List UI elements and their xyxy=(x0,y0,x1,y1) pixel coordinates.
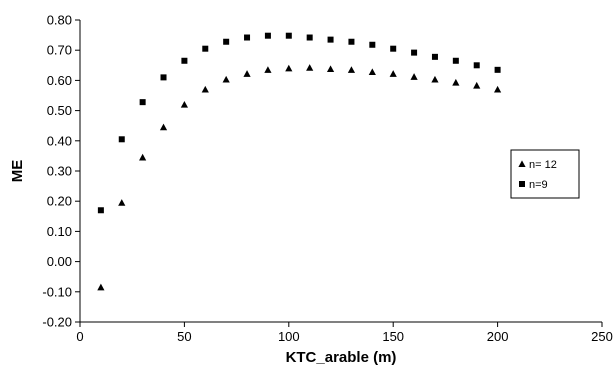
data-point xyxy=(473,62,480,69)
y-axis-title: ME xyxy=(9,160,26,183)
data-point xyxy=(326,65,335,72)
y-tick-label: 0.50 xyxy=(47,103,72,118)
data-point xyxy=(473,81,481,89)
data-point xyxy=(201,85,209,93)
data-point xyxy=(223,38,230,45)
data-point xyxy=(494,85,502,93)
y-tick-label: -0.20 xyxy=(42,315,72,330)
data-point xyxy=(139,99,146,106)
y-tick-label: 0.60 xyxy=(47,73,72,88)
x-tick-label: 150 xyxy=(382,329,404,344)
data-point xyxy=(347,66,356,73)
y-tick-label: 0.80 xyxy=(47,13,72,28)
data-point xyxy=(411,49,418,56)
data-point xyxy=(410,73,418,80)
x-ticks: 0 50 100 150 200 250 xyxy=(76,322,613,344)
legend-marker xyxy=(518,160,526,168)
data-point xyxy=(306,64,314,71)
data-point xyxy=(160,74,167,81)
y-tick-label: 0.00 xyxy=(47,254,72,269)
data-point xyxy=(494,66,501,73)
data-point xyxy=(285,64,293,72)
legend-label: n= 12 xyxy=(529,159,557,171)
y-tick-label: 0.40 xyxy=(47,133,72,148)
data-point xyxy=(159,123,168,131)
data-point xyxy=(431,53,438,60)
series-layer xyxy=(97,32,502,291)
data-point xyxy=(390,45,397,52)
x-axis-title: KTC_arable (m) xyxy=(286,349,397,366)
data-point xyxy=(431,75,439,83)
x-tick-label: 200 xyxy=(487,329,509,344)
x-tick-label: 0 xyxy=(76,329,83,344)
data-point xyxy=(244,34,251,41)
data-point xyxy=(181,57,188,64)
data-point xyxy=(306,34,313,41)
data-point xyxy=(243,70,251,77)
data-point xyxy=(264,66,272,73)
y-tick-label: 0.70 xyxy=(47,43,72,58)
series-1 xyxy=(97,64,502,291)
data-point xyxy=(139,153,147,161)
legend-label: n=9 xyxy=(529,179,548,191)
y-tick-label: 0.20 xyxy=(47,194,72,209)
data-point xyxy=(118,199,126,206)
data-point xyxy=(285,32,292,39)
data-point xyxy=(264,32,271,39)
x-tick-label: 250 xyxy=(591,329,613,344)
data-point xyxy=(97,283,105,291)
legend-box xyxy=(510,149,580,199)
data-point xyxy=(180,100,188,108)
legend: n= 12 n=9 xyxy=(510,149,580,199)
data-point xyxy=(452,78,460,86)
data-point xyxy=(389,70,397,77)
data-point xyxy=(452,57,459,64)
series-2 xyxy=(97,32,501,214)
legend-marker xyxy=(519,181,525,187)
y-tick-label: 0.10 xyxy=(47,224,72,239)
data-point xyxy=(202,45,209,52)
data-point xyxy=(368,68,376,76)
x-tick-label: 50 xyxy=(177,329,191,344)
data-point xyxy=(327,36,334,43)
x-tick-label: 100 xyxy=(278,329,300,344)
data-point xyxy=(118,136,125,143)
plot-area: 0 50 100 150 200 250 -0.20 -0.10 0.00 0.10 0.20 0.… xyxy=(42,13,612,345)
data-point xyxy=(222,75,230,83)
data-point xyxy=(369,41,376,48)
y-tick-label: -0.10 xyxy=(42,284,72,299)
y-tick-label: 0.30 xyxy=(47,164,72,179)
y-ticks: -0.20 -0.10 0.00 0.10 0.20 0.30 0.40 0.50 0.60 0.… xyxy=(42,13,80,330)
data-point xyxy=(97,207,104,214)
data-point xyxy=(348,38,355,45)
